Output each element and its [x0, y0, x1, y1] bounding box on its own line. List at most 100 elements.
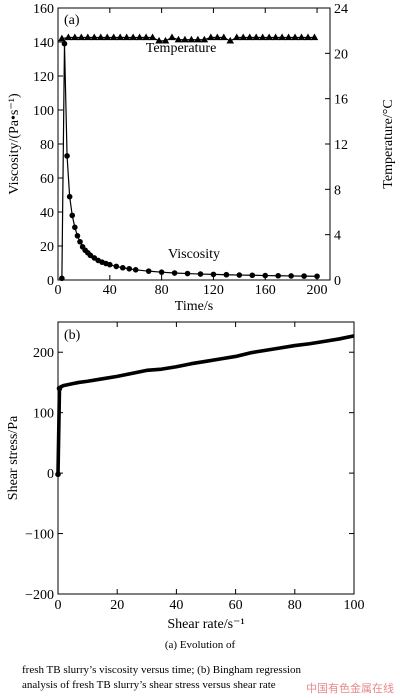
data-point-temperature — [174, 35, 183, 43]
y-axis-title: Viscosity/(Pa•s⁻¹) — [7, 93, 22, 195]
data-point-temperature — [181, 35, 189, 43]
panel-label-a: (a) — [64, 13, 80, 28]
data-point-viscosity — [301, 273, 307, 279]
x-tick-label: 60 — [229, 598, 243, 613]
data-point-viscosity — [184, 270, 191, 277]
x-tick-label: 0 — [55, 598, 62, 613]
caption-line-1: (a) Evolution of — [164, 639, 236, 651]
panel-label-b: (b) — [64, 328, 81, 343]
data-point-temperature — [304, 33, 312, 41]
data-point-temperature — [291, 33, 299, 41]
x-tick-label: 80 — [155, 283, 169, 298]
data-point-viscosity — [275, 272, 281, 279]
data-point-viscosity — [314, 273, 320, 280]
annotation-temperature: Temperature — [146, 41, 217, 56]
data-point-temperature — [161, 36, 170, 44]
data-point-temperature — [96, 33, 105, 41]
y-tick-label: 100 — [33, 407, 54, 422]
x-tick-label: 40 — [103, 283, 117, 298]
data-point-temperature — [148, 33, 157, 41]
data-point-viscosity — [64, 153, 70, 159]
y-tick-label: 160 — [33, 2, 54, 17]
y2-tick-label: 0 — [334, 274, 341, 289]
data-point-temperature — [226, 36, 235, 44]
data-point-viscosity — [249, 272, 256, 279]
data-point-temperature — [245, 33, 254, 41]
y-tick-label: 200 — [33, 346, 54, 361]
x-tick-label: 80 — [288, 598, 302, 613]
data-point-viscosity — [119, 264, 126, 271]
data-point-temperature — [142, 33, 150, 41]
data-point-temperature — [213, 33, 222, 41]
data-point-viscosity — [158, 269, 165, 275]
x-axis-title: Time/s — [175, 299, 213, 314]
data-point-temperature — [252, 33, 260, 41]
y-tick-label: −100 — [25, 528, 54, 543]
data-point-temperature — [83, 33, 92, 41]
data-point-shear-stress — [56, 385, 63, 392]
y-tick-label: 0 — [47, 274, 54, 289]
x-tick-label: 160 — [255, 283, 276, 298]
annotation-viscosity: Viscosity — [168, 247, 220, 262]
data-point-temperature — [168, 33, 176, 41]
y2-tick-label: 16 — [334, 93, 348, 108]
data-point-temperature — [135, 33, 144, 41]
y-tick-label: 0 — [47, 467, 54, 482]
data-point-viscosity — [74, 233, 81, 239]
data-point-temperature — [219, 33, 228, 41]
x-tick-label: 40 — [169, 598, 183, 613]
data-point-temperature — [90, 33, 99, 41]
data-point-viscosity — [66, 193, 73, 200]
data-point-temperature — [200, 35, 209, 43]
data-point-temperature — [77, 33, 86, 41]
data-point-viscosity — [132, 267, 139, 273]
data-point-temperature — [103, 33, 112, 41]
y-axis-title: Shear stress/Pa — [6, 415, 21, 500]
y-tick-label: 80 — [40, 138, 54, 153]
y2-tick-label: 8 — [334, 183, 341, 198]
data-point-viscosity — [210, 271, 217, 278]
x-axis-title: Shear rate/s⁻¹ — [167, 617, 244, 632]
data-point-viscosity — [107, 261, 113, 268]
data-point-temperature — [194, 35, 202, 43]
data-point-temperature — [232, 33, 241, 41]
y-tick-label: 120 — [33, 70, 54, 85]
caption-line-3: analysis of fresh TB slurry’s shear stre… — [22, 679, 276, 691]
data-point-viscosity — [145, 268, 152, 274]
data-point-temperature — [71, 33, 79, 41]
series-line-0 — [61, 43, 318, 279]
data-point-viscosity — [223, 271, 230, 278]
panel-a-viscosity-chart: 0 40 80 120 160 200 0 20 40 60 80 100 120 140 160 0 4 8 12… — [7, 2, 396, 314]
y-tick-label: 40 — [40, 206, 54, 221]
series-line-1 — [61, 36, 315, 42]
data-point-temperature — [310, 33, 319, 41]
x-tick-label: 100 — [344, 598, 365, 613]
y-tick-label: 20 — [40, 240, 54, 255]
data-point-temperature — [129, 33, 137, 41]
data-point-temperature — [297, 33, 306, 41]
data-point-temperature — [58, 34, 66, 42]
data-point-temperature — [271, 33, 280, 41]
data-point-viscosity — [59, 275, 65, 282]
data-point-viscosity — [77, 238, 83, 245]
data-point-temperature — [265, 33, 273, 41]
data-point-viscosity — [262, 272, 269, 279]
data-point-temperature — [207, 33, 215, 41]
data-point-viscosity — [171, 270, 178, 276]
watermark-text: 中国有色金属在线 — [306, 682, 394, 695]
data-point-viscosity — [69, 212, 76, 219]
y-tick-label: 60 — [40, 172, 54, 187]
data-point-temperature — [116, 33, 124, 41]
x-tick-label: 120 — [203, 283, 224, 298]
x-tick-label: 20 — [110, 598, 124, 613]
y-tick-label: 140 — [33, 36, 54, 51]
data-point-viscosity — [197, 271, 204, 277]
data-point-viscosity — [61, 40, 68, 47]
y-tick-label: −200 — [25, 588, 54, 603]
data-point-viscosity — [113, 263, 120, 270]
data-point-temperature — [109, 33, 118, 41]
y2-tick-label: 4 — [334, 229, 341, 244]
data-point-shear-stress — [55, 471, 61, 478]
x-tick-label: 0 — [55, 283, 62, 298]
